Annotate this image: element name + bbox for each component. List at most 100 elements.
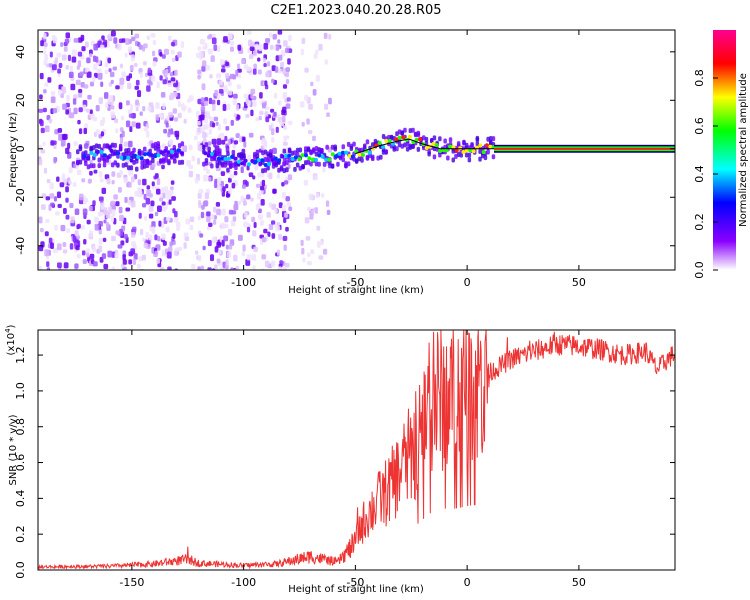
heatmap-band-halo — [177, 160, 182, 165]
heatmap-cell — [282, 84, 288, 89]
heatmap-cell — [93, 43, 99, 51]
heatmap-band-halo — [129, 165, 134, 171]
snr-x-axis-label: Height of straight line (km) — [288, 584, 424, 595]
heatmap-band-halo — [489, 136, 493, 141]
heatmap-cell — [103, 263, 109, 270]
heatmap-cell — [118, 206, 123, 214]
heatmap-cell — [226, 251, 232, 258]
heatmap-cell — [72, 98, 77, 105]
heatmap-cell — [168, 246, 173, 253]
heatmap-band-halo — [151, 158, 155, 164]
heatmap-cell — [58, 62, 63, 69]
heatmap-cell — [232, 216, 237, 222]
snr-scale-exponent: 4 — [4, 328, 12, 333]
heatmap-cell — [285, 70, 290, 78]
heatmap-band-halo — [430, 138, 434, 144]
heatmap-cell — [245, 98, 249, 105]
heatmap-x-tick-label: 0 — [464, 276, 471, 289]
heatmap-band-halo — [172, 145, 177, 150]
heatmap-band-halo — [97, 143, 101, 149]
heatmap-band-core — [263, 163, 268, 167]
heatmap-cell — [69, 243, 74, 250]
heatmap-cell — [325, 200, 330, 207]
heatmap-cell — [162, 103, 166, 110]
heatmap-cell — [208, 97, 213, 105]
heatmap-cell — [115, 201, 120, 207]
heatmap-cell — [44, 249, 50, 257]
heatmap-cell — [233, 204, 239, 211]
heatmap-cell — [210, 55, 215, 63]
heatmap-band-core — [126, 155, 131, 160]
heatmap-band-halo — [282, 168, 286, 174]
heatmap-cell — [210, 214, 215, 220]
heatmap-band-core — [99, 150, 104, 154]
heatmap-band-halo — [148, 160, 152, 166]
heatmap-cell — [248, 172, 254, 178]
heatmap-cell — [285, 47, 290, 54]
heatmap-cell — [45, 196, 51, 201]
heatmap-cell — [247, 154, 252, 162]
heatmap-cell — [77, 223, 81, 229]
heatmap-cell — [194, 135, 198, 141]
heatmap-cell — [81, 178, 86, 183]
heatmap-band-core — [344, 150, 349, 155]
heatmap-cell — [318, 43, 323, 51]
heatmap-band-core — [210, 152, 215, 156]
heatmap-cell — [243, 221, 248, 228]
heatmap-band-halo — [118, 146, 123, 152]
snr-panel: -150 -100 -50 0 50 0.0 0.2 0.4 0.6 0.8 1.0 1.2 Hei… — [4, 324, 676, 595]
snr-y-tick-label: 1.0 — [14, 382, 27, 400]
heatmap-cell — [282, 106, 287, 113]
heatmap-cell — [136, 263, 141, 269]
heatmap-cell — [207, 48, 213, 55]
heatmap-cell — [50, 202, 55, 207]
heatmap-cell — [133, 63, 138, 68]
heatmap-band-halo — [371, 142, 375, 148]
heatmap-band-halo — [92, 163, 96, 169]
heatmap-band-halo — [78, 146, 83, 152]
snr-x-tick-label: -50 — [346, 576, 364, 589]
heatmap-cell — [75, 79, 81, 86]
heatmap-cell — [251, 254, 257, 261]
heatmap-cell — [239, 135, 243, 143]
heatmap-band-core — [287, 153, 292, 158]
heatmap-cell — [63, 208, 67, 215]
heatmap-cell — [98, 237, 103, 245]
heatmap-cell — [197, 144, 202, 151]
heatmap-band-core — [277, 158, 282, 163]
heatmap-cell — [267, 231, 271, 237]
heatmap-band-halo — [266, 165, 270, 171]
heatmap-band-halo — [226, 151, 230, 157]
heatmap-cell — [61, 54, 67, 61]
heatmap-cell — [107, 34, 113, 40]
heatmap-cell — [243, 141, 247, 148]
heatmap-cell — [260, 220, 264, 226]
heatmap-band-halo — [475, 137, 480, 143]
heatmap-cell — [228, 187, 232, 194]
heatmap-cell — [277, 68, 282, 74]
heatmap-cell — [52, 64, 57, 71]
heatmap-cell — [237, 63, 241, 69]
heatmap-band-core — [290, 157, 295, 162]
heatmap-band-core — [139, 156, 144, 161]
heatmap-cell — [177, 51, 182, 58]
heatmap-cell — [252, 49, 257, 57]
snr-y-tick-label: 0.6 — [14, 454, 27, 472]
heatmap-cell — [165, 216, 171, 221]
snr-y-tick-label: 0.8 — [14, 418, 27, 436]
heatmap-cell — [74, 208, 80, 215]
heatmap-band-core — [340, 150, 345, 155]
heatmap-cell — [276, 173, 280, 179]
heatmap-cell — [65, 186, 69, 193]
heatmap-cell — [265, 116, 270, 123]
colorbar-tick-label: 0.8 — [693, 69, 706, 87]
heatmap-band-core — [381, 144, 386, 149]
heatmap-cell — [122, 259, 127, 265]
heatmap-band-halo — [357, 156, 362, 162]
heatmap-cell — [276, 249, 281, 256]
heatmap-cell — [73, 94, 78, 100]
heatmap-cell — [209, 74, 213, 79]
heatmap-cell — [230, 220, 236, 227]
heatmap-cell — [142, 203, 147, 208]
heatmap-cell — [197, 215, 201, 221]
